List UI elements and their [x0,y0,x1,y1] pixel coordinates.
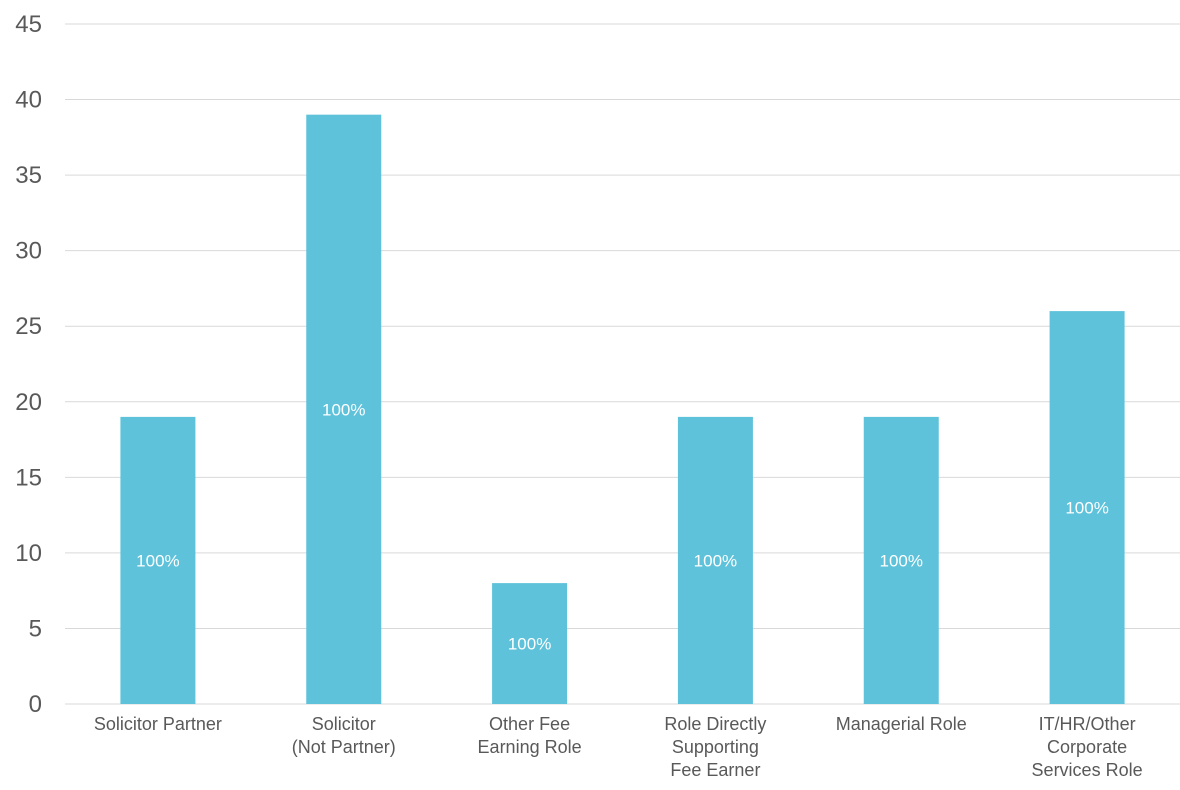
bars [120,114,1125,704]
data-label: 100% [508,635,551,654]
x-tick-label: IT/HR/Other Corporate Services Role [1032,714,1143,780]
y-tick-label: 0 [29,691,42,718]
x-tick-label: Solicitor (Not Partner) [292,714,396,757]
x-tick-label-line: Managerial Role [836,714,967,734]
y-tick-label: 5 [29,615,42,642]
x-tick-label-line: Other Fee [489,714,570,734]
x-tick-label-line: Services Role [1032,760,1143,780]
bar [677,416,753,704]
data-label: 100% [880,551,923,570]
data-label: 100% [136,551,179,570]
x-tick-label-line: Earning Role [478,737,582,757]
y-tick-label: 40 [15,87,42,114]
x-tick-label: Managerial Role [836,714,967,734]
y-tick-label: 20 [15,389,42,416]
x-tick-label-line: Fee Earner [670,760,760,780]
y-tick-label: 10 [15,540,42,567]
y-tick-label: 35 [15,162,42,189]
x-tick-label: Other Fee Earning Role [478,714,582,757]
x-axis-ticks: Solicitor Partner Solicitor (Not Partner) O… [94,714,1143,780]
y-tick-label: 15 [15,464,42,491]
data-label: 100% [1065,499,1108,518]
y-tick-label: 25 [15,313,42,340]
x-tick-label-line: Corporate [1047,737,1127,757]
y-tick-label: 45 [15,11,42,38]
bar [863,416,939,704]
bar [120,416,196,704]
x-tick-label-line: (Not Partner) [292,737,396,757]
gridlines [65,23,1180,705]
x-tick-label-line: Solicitor Partner [94,714,222,734]
x-tick-label-line: Solicitor [312,714,376,734]
y-axis-ticks: 0 5 10 15 20 25 30 35 40 45 [15,11,42,718]
x-tick-label: Solicitor Partner [94,714,222,734]
x-tick-label-line: Role Directly [664,714,766,734]
data-label: 100% [694,551,737,570]
data-label: 100% [322,400,365,419]
bar [1049,311,1125,704]
x-tick-label: Role Directly Supporting Fee Earner [664,714,766,780]
bar [306,114,382,704]
bar [492,583,568,704]
x-tick-label-line: Supporting [672,737,759,757]
x-tick-label-line: IT/HR/Other [1039,714,1136,734]
data-labels: 100% 100% 100% 100% 100% 100% [136,400,1109,653]
y-tick-label: 30 [15,238,42,265]
